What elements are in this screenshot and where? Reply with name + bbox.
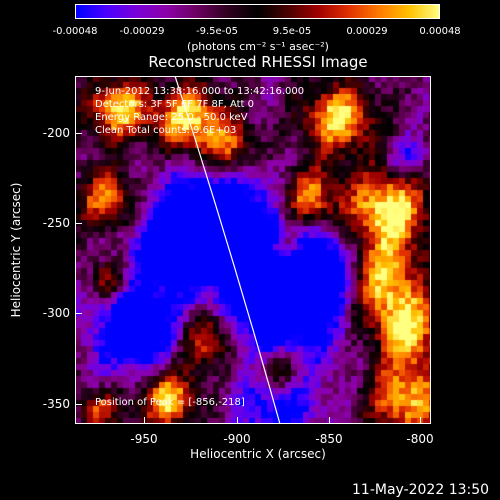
y-axis-label: Heliocentric Y (arcsec) (9, 182, 23, 318)
colorbar-tick-label: 0.00029 (346, 26, 388, 37)
x-tick-mark (143, 417, 145, 424)
colorbar-tick-label: -9.5e-05 (196, 26, 238, 37)
x-tick-mark (328, 417, 330, 424)
colorbar-tick-label: -0.00048 (52, 26, 98, 37)
y-tick-mark (75, 222, 82, 224)
info-energy-range: Energy Range: 25.0 - 50.0 keV (95, 112, 248, 123)
x-tick-label: -900 (223, 432, 251, 446)
x-tick-mark (419, 417, 421, 424)
x-tick-label: -950 (130, 432, 158, 446)
x-axis-label: Heliocentric X (arcsec) (190, 447, 326, 461)
colorbar-tick-label: 0.00048 (419, 26, 461, 37)
colorbar-tick-label: -0.00029 (119, 26, 165, 37)
x-tick-mark (236, 417, 238, 424)
peak-position: Position of Peak = [-856,-218] (95, 397, 245, 408)
colorbar (75, 4, 440, 19)
y-tick-label: -300 (42, 306, 70, 320)
y-tick-mark (75, 403, 82, 405)
y-tick-label: -250 (42, 216, 70, 230)
y-tick-label: -350 (42, 397, 70, 411)
solar-limb-line (174, 76, 281, 424)
x-tick-label: -800 (406, 432, 434, 446)
info-time-range: 9-Jun-2012 13:38:16.000 to 13:42:16.000 (95, 86, 305, 97)
limb-line-overlay (174, 76, 281, 424)
colorbar-tick-label: 9.5e-05 (272, 26, 312, 37)
info-total-counts: Clean Total counts: 9.6E+03 (95, 125, 237, 136)
solar-image-plot (75, 76, 431, 424)
image-title: Reconstructed RHESSI Image (148, 53, 368, 71)
y-tick-mark (75, 132, 82, 134)
y-tick-label: -200 (42, 126, 70, 140)
colorbar-units: (photons cm⁻² s⁻¹ asec⁻²) (187, 40, 329, 53)
info-detectors: Detectors: 3F 5F 6F 7F 8F, Att 0 (95, 99, 255, 110)
datestamp: 11-May-2022 13:50 (352, 482, 490, 498)
x-tick-label: -850 (315, 432, 343, 446)
y-tick-mark (75, 312, 82, 314)
